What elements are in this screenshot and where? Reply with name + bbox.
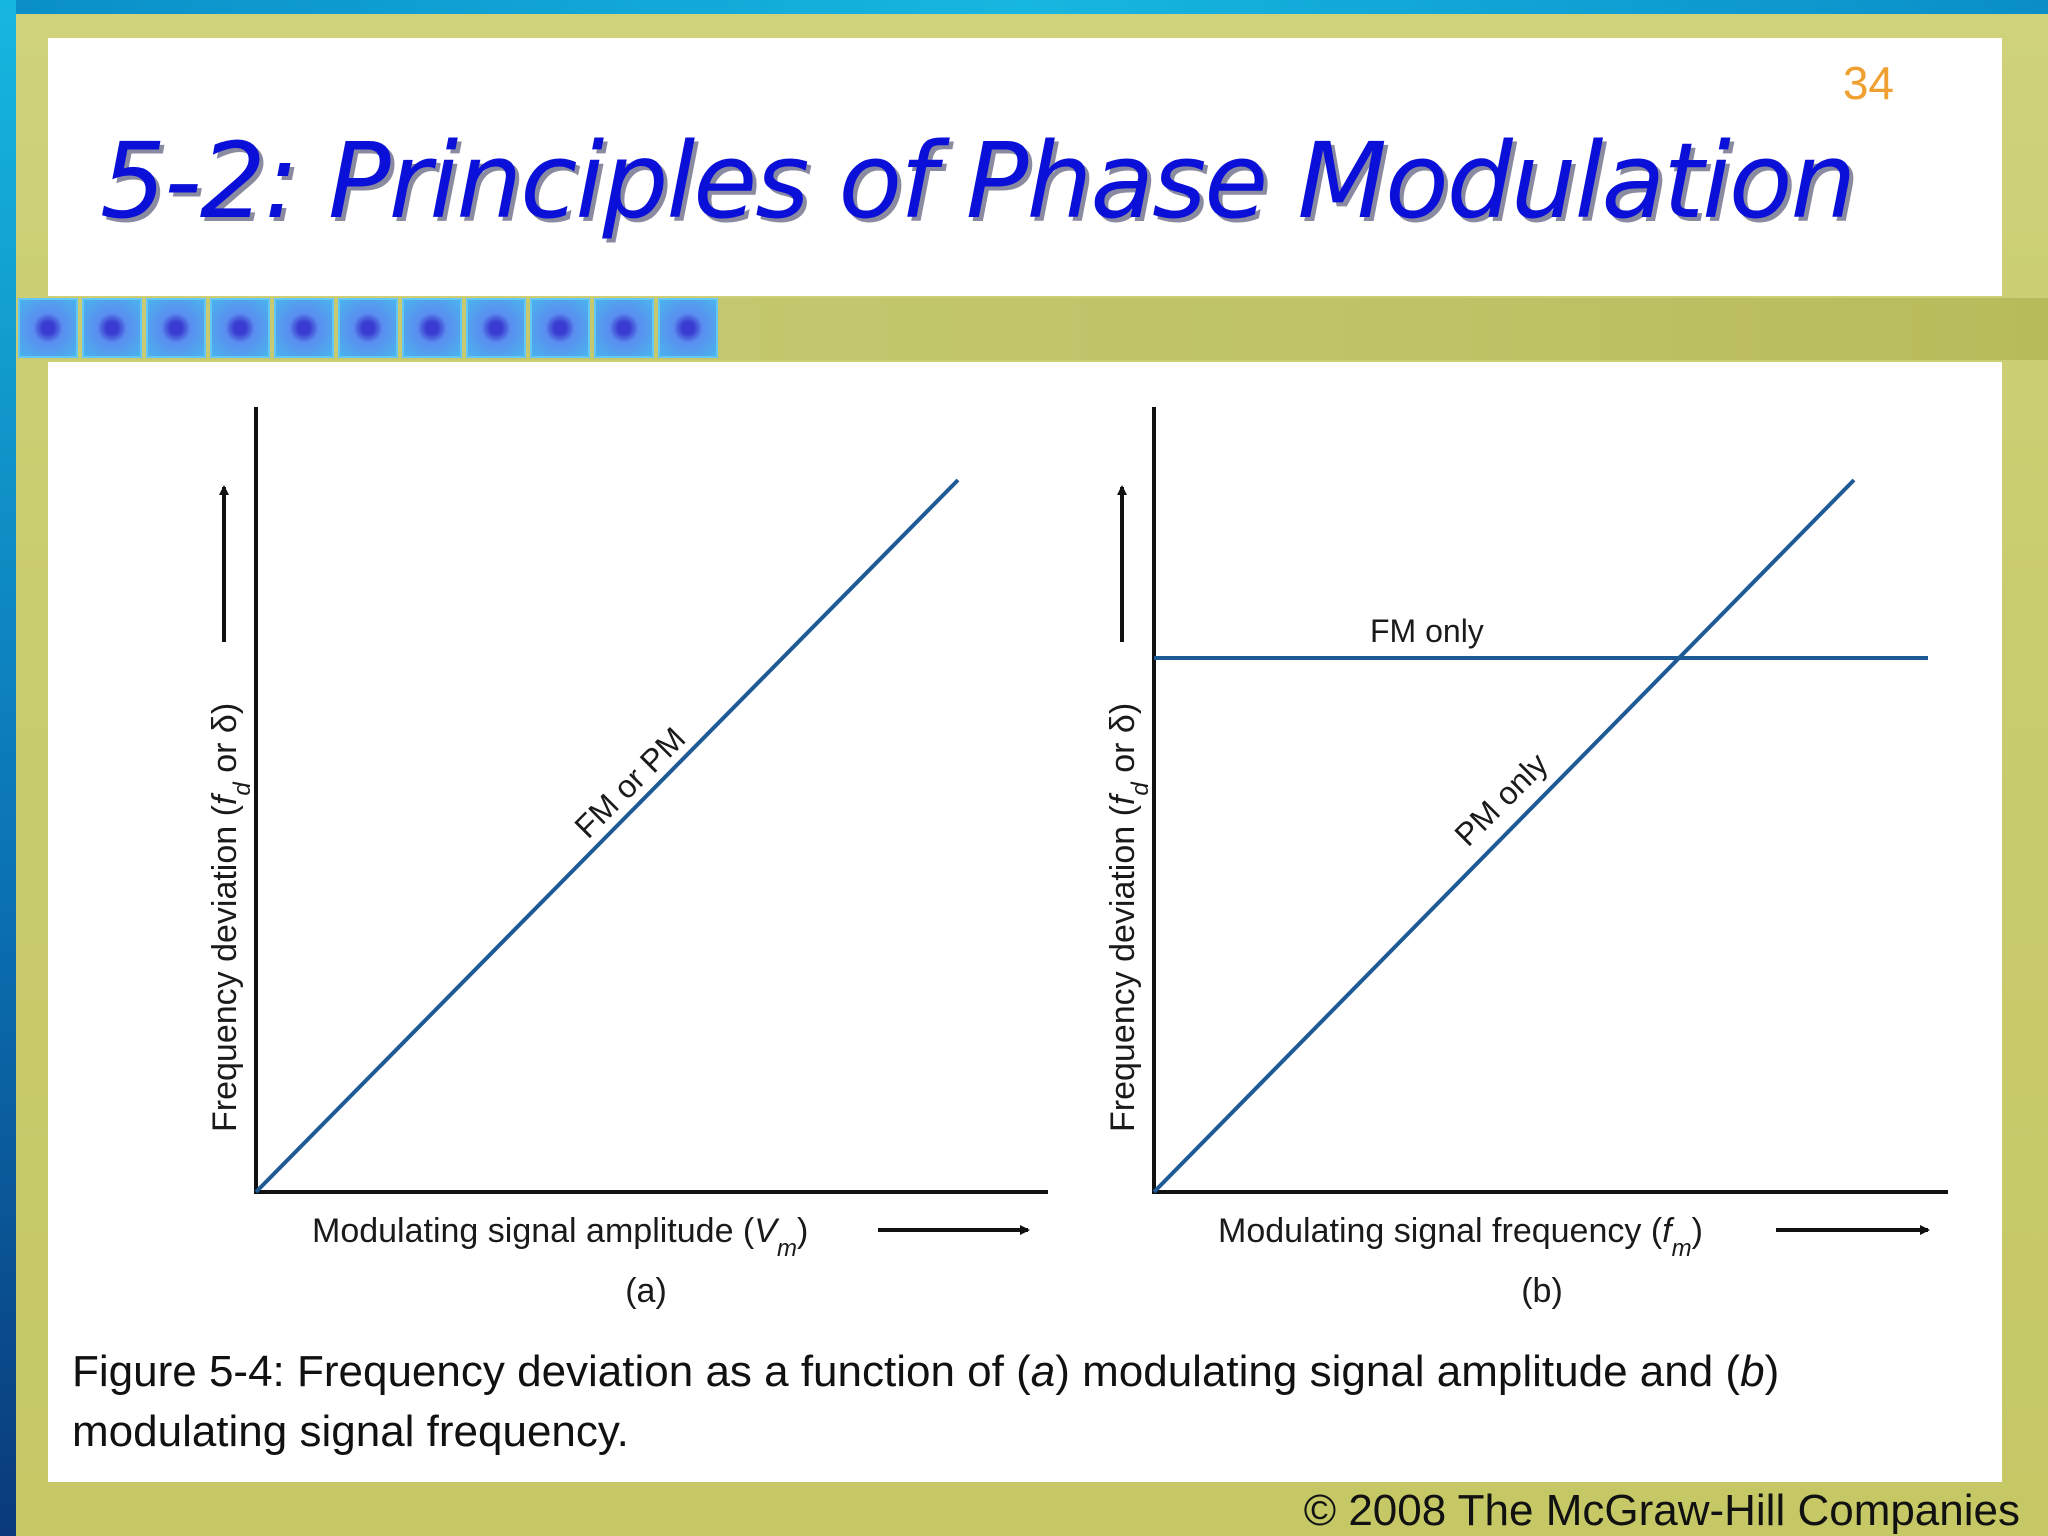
- series-line-pm-only: [1152, 478, 1856, 1194]
- slide-number: 34: [1842, 57, 1894, 109]
- slide-title: 5-2: Principles of Phase Modulation: [100, 120, 1856, 242]
- panel-b-tag: (b): [1521, 1272, 1563, 1310]
- deco-square: [530, 298, 590, 358]
- decorative-squares: [18, 298, 722, 358]
- deco-square: [146, 298, 206, 358]
- deco-square: [210, 298, 270, 358]
- top-accent-band: [0, 0, 2048, 14]
- series-label-fm-only: FM only: [1370, 613, 1484, 649]
- copyright-footer: © 2008 The McGraw-Hill Companies: [1303, 1486, 2020, 1535]
- title-panel: 34 5-2: Principles of Phase Modulation: [48, 38, 2002, 296]
- deco-square: [658, 298, 718, 358]
- series-line-fm-or-pm: [254, 478, 960, 1194]
- panel-a: Frequency deviation (fd or δ) Modulating…: [206, 407, 1048, 1310]
- panel-a-y-label: Frequency deviation (fd or δ): [206, 703, 256, 1132]
- panel-a-x-label: Modulating signal amplitude (Vm): [312, 1212, 808, 1262]
- panel-b-y-label: Frequency deviation (fd or δ): [1104, 703, 1154, 1132]
- panel-a-tag: (a): [625, 1272, 667, 1310]
- figure-5-4: Frequency deviation (fd or δ) Modulating…: [206, 407, 1948, 1310]
- deco-square: [594, 298, 654, 358]
- series-label-fm-or-pm: FM or PM: [567, 720, 692, 845]
- panel-b: Frequency deviation (fd or δ) Modulating…: [1104, 407, 1948, 1310]
- deco-square: [466, 298, 526, 358]
- left-accent-band: [0, 0, 16, 1536]
- content-panel: Frequency deviation (fd or δ) Modulating…: [48, 362, 2002, 1482]
- deco-square: [82, 298, 142, 358]
- panel-b-x-label: Modulating signal frequency (fm): [1218, 1212, 1703, 1262]
- deco-square: [274, 298, 334, 358]
- deco-square: [18, 298, 78, 358]
- deco-square: [402, 298, 462, 358]
- figure-caption: Figure 5-4: Frequency deviation as a fun…: [72, 1347, 1780, 1456]
- deco-square: [338, 298, 398, 358]
